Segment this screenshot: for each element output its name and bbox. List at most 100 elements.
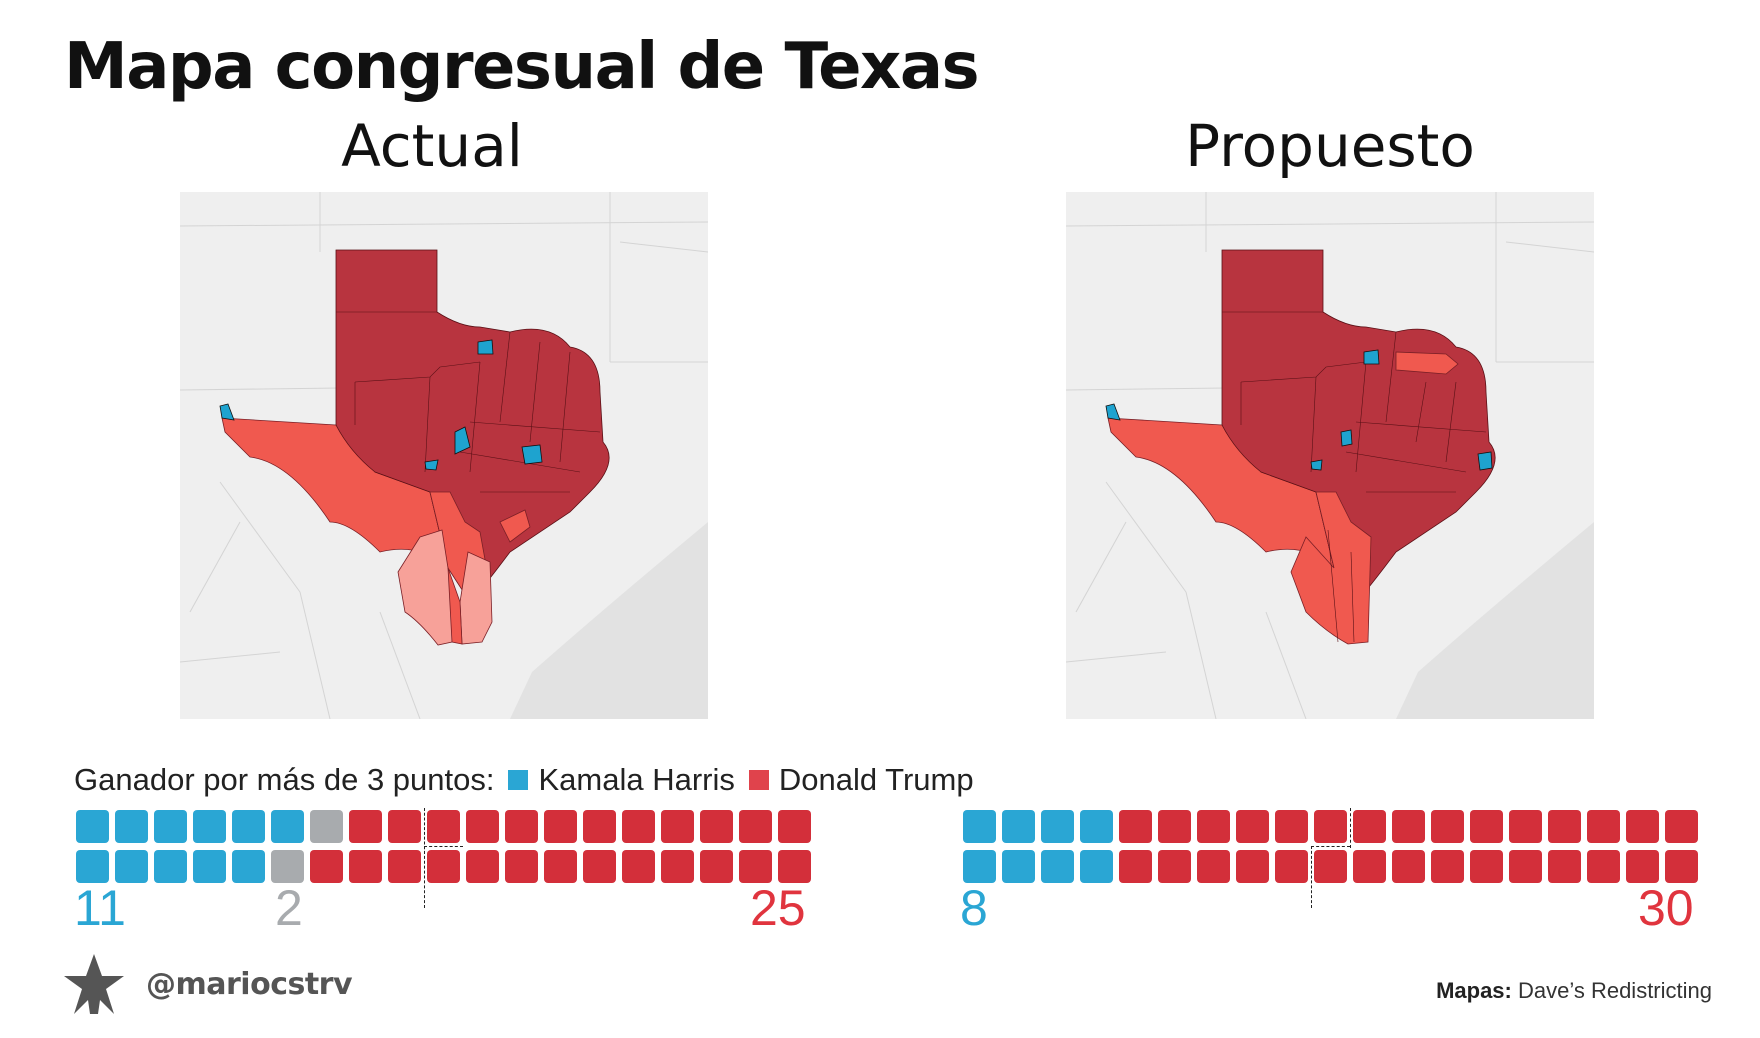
source-value: Dave’s Redistricting <box>1517 978 1712 1003</box>
seat-trump <box>505 810 538 843</box>
district-borders <box>336 311 601 493</box>
seat-harris <box>232 850 265 883</box>
seat-trump <box>1197 810 1230 843</box>
seat-trump <box>1392 850 1425 883</box>
district-lean-trump-east <box>1395 351 1459 375</box>
district-lean-trump-2 <box>447 567 463 645</box>
seat-trump <box>700 850 733 883</box>
district-el-paso <box>1105 403 1121 421</box>
legend-swatch-harris <box>508 770 529 790</box>
seat-trump <box>1314 850 1347 883</box>
majority-line-proposed-upper <box>1350 808 1351 848</box>
seat-trump <box>1158 810 1191 843</box>
seat-harris <box>115 810 148 843</box>
district-houston <box>521 444 543 465</box>
seat-trump <box>1626 810 1659 843</box>
seat-trump <box>1197 850 1230 883</box>
seat-trump <box>1236 810 1269 843</box>
legend: Ganador por más de 3 puntos: Kamala Harr… <box>74 762 974 798</box>
seat-trump <box>1509 850 1542 883</box>
seat-harris <box>154 850 187 883</box>
seat-trump <box>1626 850 1659 883</box>
seat-harris <box>76 810 109 843</box>
seat-trump <box>1119 810 1152 843</box>
district-austin <box>454 426 471 455</box>
seat-trump <box>1587 850 1620 883</box>
seat-trump <box>583 850 616 883</box>
seat-trump <box>1236 850 1269 883</box>
seat-trump <box>388 850 421 883</box>
seat-tossup <box>310 810 343 843</box>
seat-grid-proposed <box>963 810 1699 892</box>
majority-line-actual-upper <box>424 808 425 854</box>
seat-harris <box>1002 810 1035 843</box>
seat-trump <box>310 850 343 883</box>
seat-trump <box>661 850 694 883</box>
seat-trump <box>583 810 616 843</box>
seat-harris <box>154 810 187 843</box>
seat-harris <box>193 810 226 843</box>
seat-harris <box>1080 810 1113 843</box>
seat-harris <box>232 810 265 843</box>
seat-trump <box>739 810 772 843</box>
source-credit: Mapas: Dave’s Redistricting <box>1436 978 1712 1004</box>
seat-trump <box>1119 850 1152 883</box>
seat-tossup <box>271 850 304 883</box>
seat-count-trump-proposed: 30 <box>1638 880 1694 936</box>
seat-harris <box>1080 850 1113 883</box>
seat-trump <box>1158 850 1191 883</box>
seat-trump <box>1431 810 1464 843</box>
seat-trump <box>1314 810 1347 843</box>
district-san-antonio <box>1310 459 1323 471</box>
seat-trump <box>1665 810 1698 843</box>
seat-trump <box>1275 810 1308 843</box>
majority-line-actual-step <box>424 846 463 847</box>
seat-trump <box>778 810 811 843</box>
seat-trump <box>466 850 499 883</box>
seat-count-harris-proposed: 8 <box>960 880 988 936</box>
texas-map-actual <box>180 192 708 719</box>
map-subtitle-actual: Actual <box>341 112 523 180</box>
seat-trump <box>466 810 499 843</box>
seat-trump <box>1353 810 1386 843</box>
seat-trump <box>349 850 382 883</box>
seat-trump <box>1665 850 1698 883</box>
map-actual <box>180 192 708 719</box>
seat-harris <box>1041 850 1074 883</box>
district-san-antonio <box>424 459 439 471</box>
seat-harris <box>963 810 996 843</box>
seat-harris <box>1041 810 1074 843</box>
seat-harris <box>963 850 996 883</box>
seat-harris <box>115 850 148 883</box>
seat-trump <box>1509 810 1542 843</box>
seat-trump <box>349 810 382 843</box>
legend-prefix: Ganador por más de 3 puntos: <box>74 762 495 797</box>
seat-trump <box>661 810 694 843</box>
seat-trump <box>700 810 733 843</box>
seat-trump <box>1470 810 1503 843</box>
district-dallas <box>477 339 494 355</box>
district-houston <box>1477 451 1493 471</box>
majority-line-proposed-step <box>1311 846 1350 847</box>
seat-trump <box>505 850 538 883</box>
seat-trump <box>427 850 460 883</box>
seat-count-harris-actual: 11 <box>74 880 126 936</box>
district-lean-trump-3 <box>499 509 531 543</box>
seat-trump <box>544 850 577 883</box>
legend-label-harris: Kamala Harris <box>538 762 735 797</box>
texas-map-proposed <box>1066 192 1594 719</box>
seat-trump <box>1587 810 1620 843</box>
map-subtitle-proposed: Propuesto <box>1185 112 1475 180</box>
district-el-paso <box>219 403 235 421</box>
seat-trump <box>1470 850 1503 883</box>
majority-line-actual-lower <box>424 846 425 908</box>
legend-label-trump: Donald Trump <box>778 762 974 797</box>
brand-handle: @mariocstrv <box>146 966 353 1002</box>
source-label: Mapas: <box>1436 978 1512 1003</box>
seat-count-trump-actual: 25 <box>750 880 806 936</box>
seat-trump <box>739 850 772 883</box>
seat-trump <box>388 810 421 843</box>
gulf-of-mexico <box>510 522 708 719</box>
seat-trump <box>1548 810 1581 843</box>
seat-harris <box>271 810 304 843</box>
